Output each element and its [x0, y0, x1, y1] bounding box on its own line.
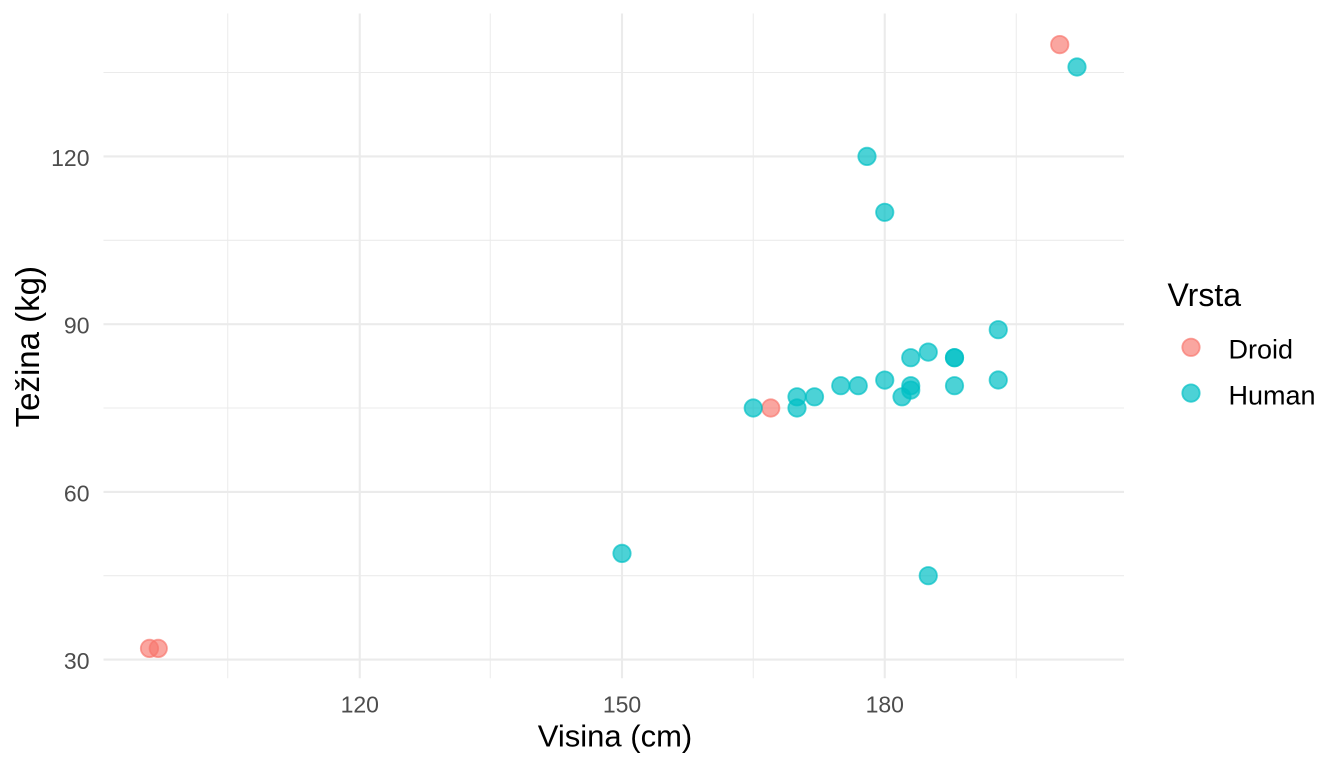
svg-text:150: 150	[603, 692, 641, 718]
svg-text:120: 120	[341, 692, 379, 718]
svg-text:Vrsta: Vrsta	[1168, 277, 1242, 313]
svg-text:180: 180	[866, 692, 904, 718]
svg-text:Droid: Droid	[1229, 335, 1294, 365]
svg-text:120: 120	[51, 145, 89, 171]
svg-text:Visina (cm): Visina (cm)	[538, 719, 692, 754]
svg-text:60: 60	[64, 480, 90, 506]
svg-text:30: 30	[64, 648, 90, 674]
svg-text:Težina (kg): Težina (kg)	[9, 266, 46, 427]
svg-text:90: 90	[64, 313, 90, 339]
svg-text:Human: Human	[1229, 381, 1316, 411]
